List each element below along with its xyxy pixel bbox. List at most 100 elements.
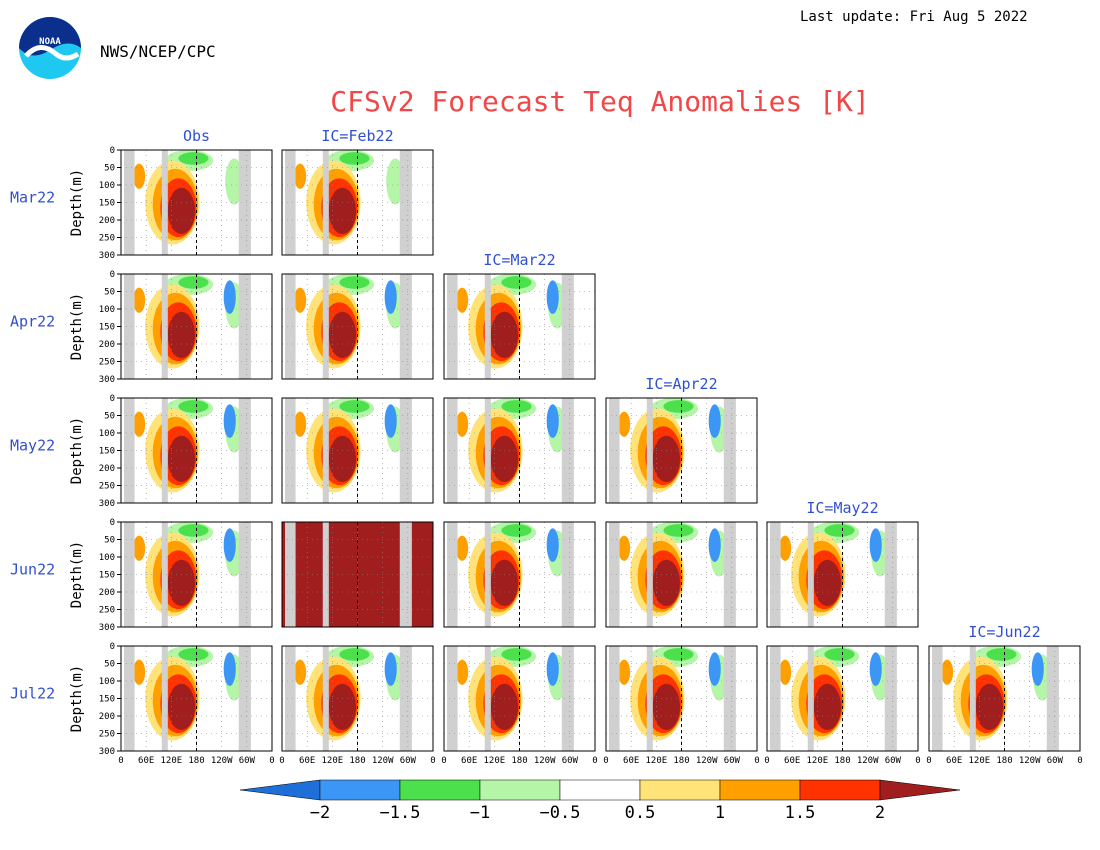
x-tick-label: 120W <box>1019 756 1041 766</box>
row-label: Jul22 <box>10 685 55 703</box>
y-tick-label: 200 <box>99 216 115 226</box>
agency-label: NWS/NCEP/CPC <box>100 42 216 61</box>
colorbar-bin <box>399 779 481 801</box>
anomaly-contour <box>178 648 209 661</box>
x-tick-label: 60W <box>562 756 579 766</box>
panel-May22-1 <box>281 397 434 504</box>
colorbar-tick-label: 2 <box>875 803 885 823</box>
y-tick-label: 100 <box>99 305 115 315</box>
colorbar-bin <box>639 779 721 801</box>
land-mask <box>807 646 814 751</box>
anomaly-contour <box>663 400 694 413</box>
x-tick-label: 0 <box>592 756 597 766</box>
anomaly-contour <box>133 411 146 437</box>
row-label: Jun22 <box>10 561 55 579</box>
anomaly-contour <box>663 648 694 661</box>
land-mask <box>285 150 296 255</box>
land-mask <box>322 150 329 255</box>
panel-frame <box>281 645 434 752</box>
x-tick-label: 0 <box>764 756 769 766</box>
anomaly-contour <box>490 559 518 606</box>
x-tick-label: 60E <box>946 756 962 766</box>
panel-May22-0 <box>120 397 273 504</box>
y-tick-label: 300 <box>99 251 115 261</box>
anomaly-contour <box>339 152 370 165</box>
row-label: Apr22 <box>10 313 55 331</box>
land-mask <box>124 522 135 627</box>
land-mask <box>399 522 412 627</box>
anomaly-contour <box>975 683 1003 730</box>
x-tick-label: 120W <box>857 756 879 766</box>
x-tick-label: 60E <box>623 756 639 766</box>
x-tick-label: 0 <box>279 756 284 766</box>
anomaly-contour <box>618 411 631 437</box>
anomaly-contour <box>779 535 792 561</box>
colorbar: −2 −1.5 −1 −0.5 0.5 1 1.5 2 <box>239 779 961 823</box>
y-tick-label: 300 <box>99 499 115 509</box>
panel-Mar22-1 <box>281 149 434 256</box>
x-tick-label: 60W <box>885 756 902 766</box>
y-tick-label: 250 <box>99 606 115 616</box>
anomaly-contour <box>328 311 356 358</box>
y-tick-label: 250 <box>99 234 115 244</box>
anomaly-contour <box>663 524 694 537</box>
anomaly-contour <box>384 280 397 314</box>
x-tick-label: 180 <box>673 756 689 766</box>
land-mask <box>770 522 781 627</box>
y-tick-label: 0 <box>110 518 115 528</box>
land-mask <box>484 274 491 379</box>
chart-title: CFSv2 Forecast Teq Anomalies [K] <box>330 85 869 118</box>
x-tick-label: 60W <box>1047 756 1064 766</box>
land-mask <box>561 274 574 379</box>
x-tick-label: 0 <box>441 756 446 766</box>
land-mask <box>161 398 168 503</box>
anomaly-contour <box>328 683 356 730</box>
panel-frame <box>605 645 758 752</box>
y-tick-label: 0 <box>110 642 115 652</box>
anomaly-contour <box>167 435 195 482</box>
panel-Jun22-0 <box>120 521 273 628</box>
land-mask <box>932 646 943 751</box>
anomaly-contour <box>986 648 1017 661</box>
land-mask <box>723 522 736 627</box>
y-tick-label: 250 <box>99 730 115 740</box>
panel-Mar22-0 <box>120 149 273 256</box>
colorbar-bin <box>559 779 641 801</box>
logo-text: NOAA <box>39 37 61 47</box>
anomaly-contour <box>618 535 631 561</box>
panel-Jun22-3 <box>605 521 758 628</box>
land-mask <box>447 646 458 751</box>
anomaly-contour <box>869 528 882 562</box>
y-tick-label: 200 <box>99 588 115 598</box>
panel-frame <box>443 521 596 628</box>
panel-May22-2 <box>443 397 596 504</box>
panel-Jun22-1 <box>281 521 434 628</box>
anomaly-contour <box>546 404 559 438</box>
colorbar-tick-label: 1.5 <box>785 803 816 823</box>
y-tick-label: 0 <box>110 394 115 404</box>
x-tick-label: 120W <box>372 756 394 766</box>
panel-Jul22-1 <box>281 645 434 752</box>
anomaly-contour <box>708 404 721 438</box>
x-tick-label: 180 <box>349 756 365 766</box>
y-tick-label: 50 <box>104 288 115 298</box>
anomaly-contour <box>708 652 721 686</box>
x-tick-label: 0 <box>603 756 608 766</box>
y-tick-label: 0 <box>110 270 115 280</box>
y-tick-label: 100 <box>99 553 115 563</box>
land-mask <box>161 150 168 255</box>
x-tick-label: 120E <box>321 756 343 766</box>
land-mask <box>238 646 251 751</box>
anomaly-contour <box>941 659 954 685</box>
anomaly-contour <box>708 528 721 562</box>
land-mask <box>609 646 620 751</box>
column-label: IC=May22 <box>806 499 878 517</box>
x-tick-label: 60E <box>138 756 154 766</box>
land-mask <box>322 398 329 503</box>
x-tick-label: 0 <box>269 756 274 766</box>
row-label: May22 <box>10 437 55 455</box>
anomaly-contour <box>167 187 195 234</box>
land-mask <box>484 646 491 751</box>
colorbar-bin <box>719 779 801 801</box>
land-mask <box>807 522 814 627</box>
